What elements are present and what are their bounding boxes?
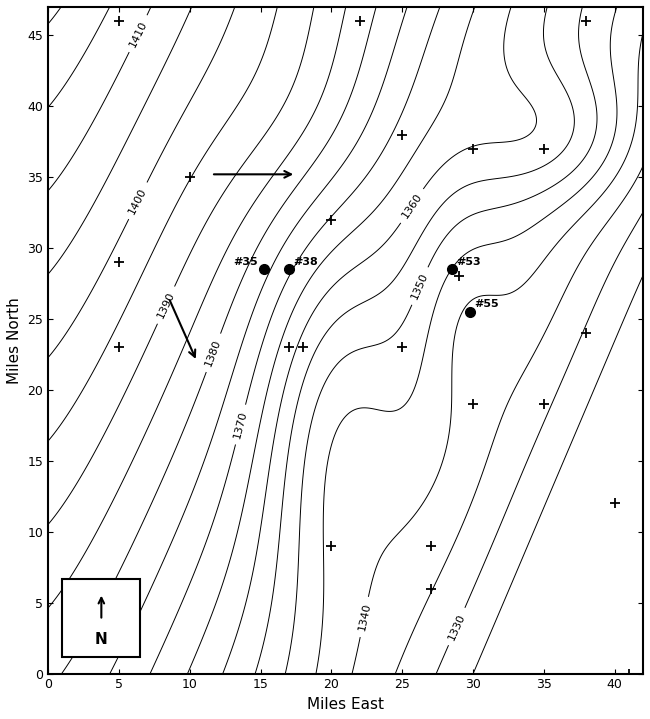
Text: 1380: 1380 — [203, 338, 223, 367]
Text: #53: #53 — [456, 257, 481, 267]
Text: #35: #35 — [233, 257, 258, 267]
Text: 1340: 1340 — [357, 602, 372, 632]
Text: #55: #55 — [474, 299, 499, 309]
Text: 1400: 1400 — [127, 186, 149, 216]
FancyBboxPatch shape — [62, 579, 140, 656]
Text: 1350: 1350 — [410, 271, 430, 301]
Text: 1360: 1360 — [400, 191, 424, 220]
Text: 1370: 1370 — [232, 410, 249, 439]
Y-axis label: Miles North: Miles North — [7, 297, 22, 384]
Text: N: N — [95, 632, 108, 646]
Text: 1410: 1410 — [127, 19, 149, 48]
Text: 1330: 1330 — [447, 612, 467, 641]
X-axis label: Miles East: Miles East — [307, 697, 384, 712]
Text: #38: #38 — [293, 257, 318, 267]
Text: 1390: 1390 — [155, 290, 177, 320]
